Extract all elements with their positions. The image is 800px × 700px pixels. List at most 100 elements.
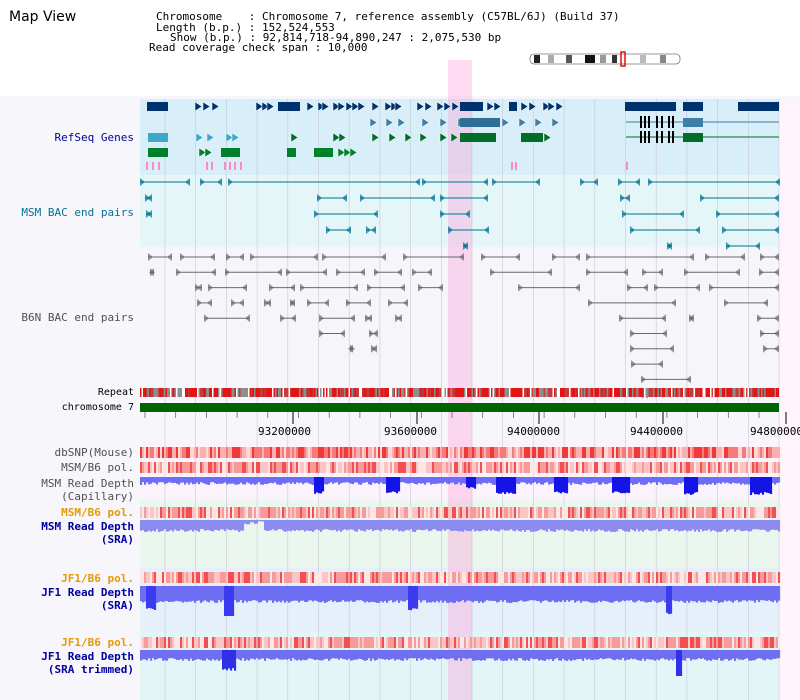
polymorphism-cell: [380, 572, 383, 583]
read-depth-bar: [484, 520, 487, 531]
repeat-segment: [329, 388, 331, 397]
track-label-jf1-b6-pol-2[interactable]: JF1/B6 pol.: [61, 636, 134, 649]
track-label-refseq[interactable]: RefSeq Genes: [54, 131, 134, 144]
polymorphism-cell: [174, 572, 177, 583]
read-depth-bar: [684, 477, 687, 495]
polymorphism-cell: [322, 507, 325, 518]
read-depth-bar: [778, 520, 781, 532]
polymorphism-cell: [288, 637, 291, 648]
read-depth-bar: [198, 586, 201, 601]
polymorphism-cell: [436, 447, 439, 458]
polymorphism-cell: [438, 637, 441, 648]
read-depth-bar: [522, 586, 525, 602]
read-depth-bar: [298, 586, 301, 603]
read-depth-bar: [260, 586, 263, 603]
polymorphism-cell: [774, 507, 777, 518]
polymorphism-cell: [184, 462, 187, 473]
read-depth-bar: [740, 650, 743, 660]
bac-end-arrow: [200, 178, 205, 186]
read-depth-bar: [528, 586, 531, 601]
read-depth-bar: [700, 520, 703, 530]
polymorphism-cell: [302, 447, 305, 458]
polymorphism-cell: [514, 462, 517, 473]
polymorphism-cell: [464, 572, 467, 583]
read-depth-bar: [770, 586, 773, 602]
read-depth-bar: [662, 477, 665, 485]
polymorphism-cell: [178, 637, 181, 648]
read-depth-bar: [588, 586, 591, 602]
read-depth-bar: [538, 477, 541, 483]
repeat-segment: [599, 388, 601, 397]
polymorphism-cell: [470, 507, 473, 518]
polymorphism-cell: [392, 507, 395, 518]
read-depth-bar: [668, 520, 671, 532]
polymorphism-cell: [262, 637, 265, 648]
polymorphism-cell: [704, 637, 707, 648]
read-depth-bar: [238, 520, 241, 532]
repeat-segment: [443, 388, 445, 397]
read-depth-bar: [380, 520, 383, 532]
polymorphism-cell: [148, 507, 151, 518]
repeat-segment: [618, 388, 621, 397]
read-depth-bar: [640, 650, 643, 661]
polymorphism-cell: [602, 572, 605, 583]
read-depth-bar: [436, 520, 439, 531]
read-depth-bar: [392, 586, 395, 603]
polymorphism-cell: [422, 637, 425, 648]
polymorphism-cell: [360, 462, 363, 473]
polymorphism-cell: [446, 447, 449, 458]
read-depth-bar: [632, 477, 635, 485]
track-label-msm-b6-pol-2[interactable]: MSM/B6 pol.: [61, 506, 134, 519]
polymorphism-cell: [674, 507, 677, 518]
track-label-msm-depth-sra[interactable]: MSM Read Depth: [41, 520, 134, 533]
polymorphism-cell: [212, 462, 215, 473]
read-depth-bar: [202, 477, 205, 483]
polymorphism-cell: [572, 572, 575, 583]
polymorphism-cell: [492, 637, 495, 648]
repeat-segment: [291, 388, 294, 397]
read-depth-bar: [634, 520, 637, 532]
polymorphism-cell: [496, 637, 499, 648]
track-label-jf1-b6-pol[interactable]: JF1/B6 pol.: [61, 572, 134, 585]
polymorphism-cell: [280, 447, 283, 458]
bac-end-arrow: [618, 178, 623, 186]
track-label-b6n-bac[interactable]: B6N BAC end pairs: [21, 311, 134, 324]
polymorphism-cell: [620, 507, 623, 518]
read-depth-bar: [410, 586, 413, 611]
read-depth-bar: [564, 477, 567, 493]
polymorphism-cell: [270, 572, 273, 583]
read-depth-bar: [370, 650, 373, 661]
read-depth-bar: [576, 586, 579, 602]
polymorphism-cell: [562, 572, 565, 583]
polymorphism-cell: [570, 637, 573, 648]
read-depth-bar: [490, 650, 493, 659]
read-depth-bar: [212, 586, 215, 601]
polymorphism-cell: [250, 637, 253, 648]
read-depth-bar: [476, 477, 479, 485]
polymorphism-cell: [694, 572, 697, 583]
read-depth-bar: [476, 650, 479, 661]
track-label-jf1-depth-sra[interactable]: JF1 Read Depth: [41, 586, 134, 599]
read-depth-bar: [468, 477, 471, 489]
repeat-segment: [668, 388, 670, 397]
read-depth-bar: [174, 586, 177, 602]
gene-arrow: [424, 101, 433, 112]
repeat-segment: [210, 388, 213, 397]
track-label-jf1-depth-trimmed[interactable]: JF1 Read Depth: [41, 650, 134, 663]
read-depth-bar: [486, 477, 489, 484]
read-depth-bar: [616, 477, 619, 492]
track-label-msm-depth-capillary[interactable]: MSM Read Depth: [41, 477, 134, 490]
polymorphism-cell: [496, 447, 499, 458]
polymorphism-cell: [180, 572, 183, 583]
polymorphism-cell: [394, 507, 397, 518]
polymorphism-cell: [582, 447, 585, 458]
track-label-msm-bac[interactable]: MSM BAC end pairs: [21, 206, 134, 219]
polymorphism-cell: [428, 637, 431, 648]
polymorphism-cell: [660, 507, 663, 518]
polymorphism-cell: [732, 572, 735, 583]
track-label-dbsnp[interactable]: dbSNP(Mouse): [54, 446, 134, 459]
polymorphism-cell: [454, 572, 457, 583]
polymorphism-cell: [448, 507, 451, 518]
track-label-msm-b6-pol[interactable]: MSM/B6 pol.: [61, 461, 134, 474]
